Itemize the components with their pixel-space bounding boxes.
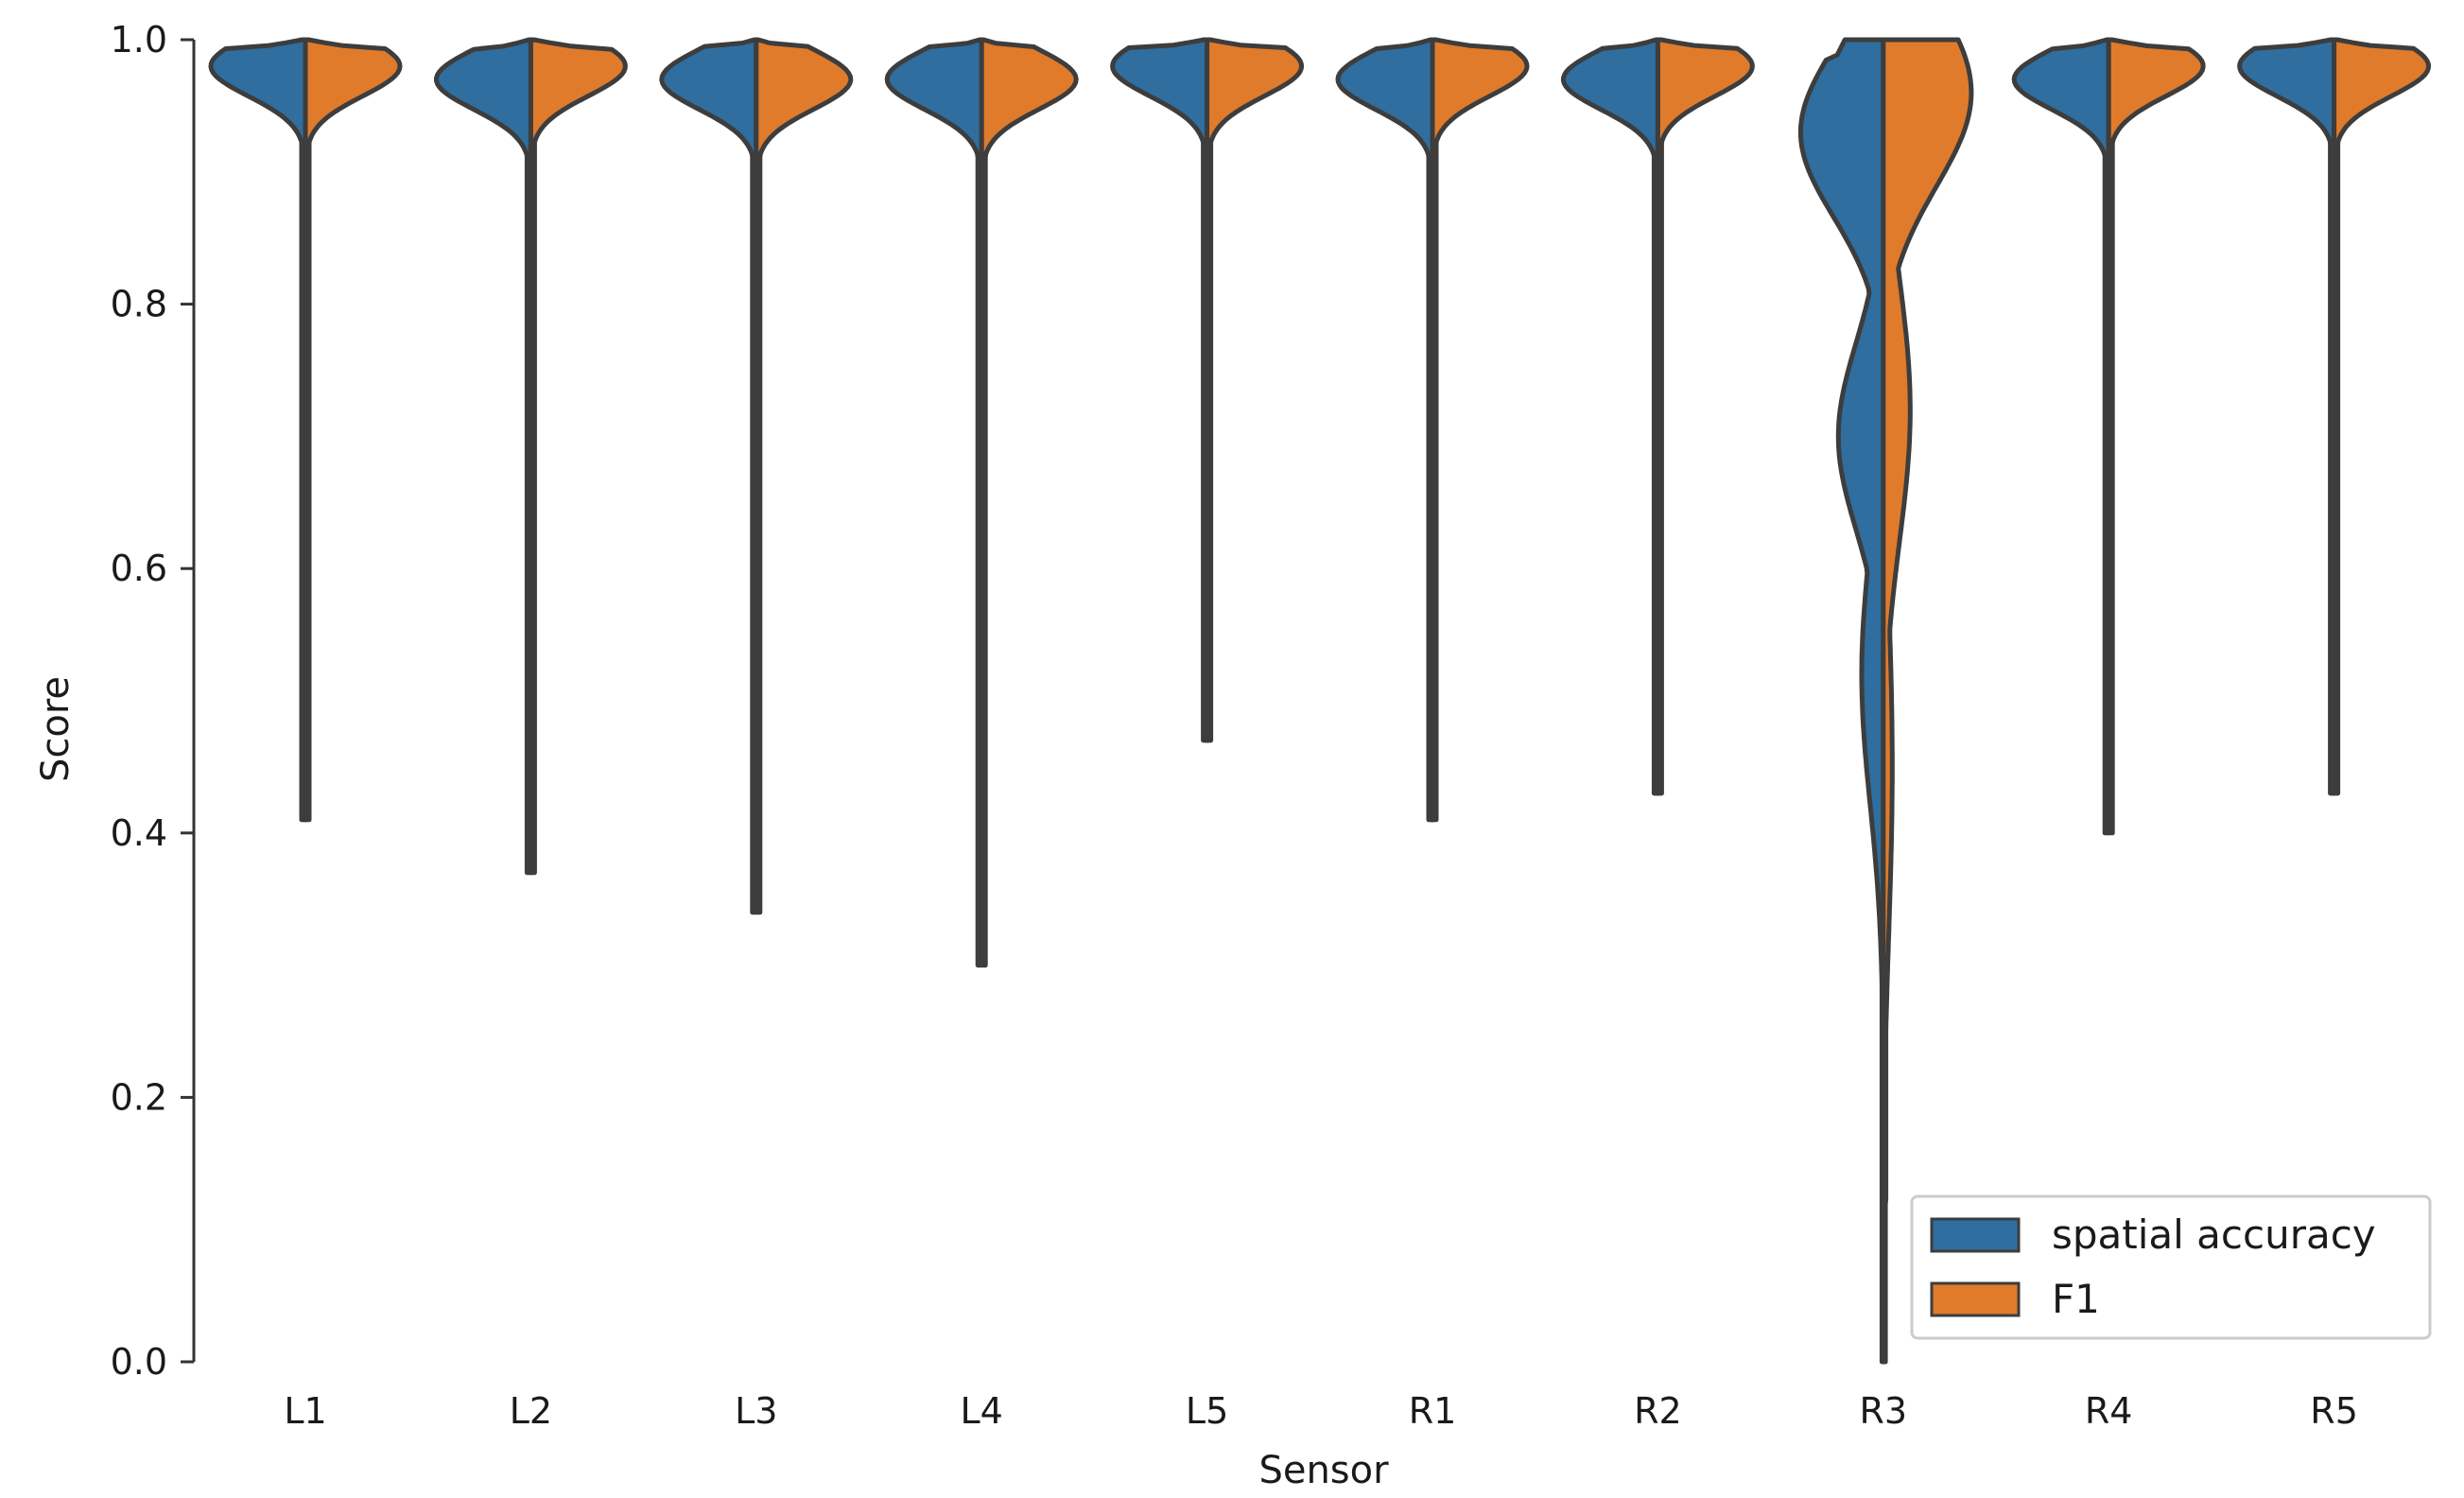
violin-f1-l3 bbox=[754, 37, 854, 915]
x-tick-label-r2: R2 bbox=[1634, 1390, 1682, 1432]
y-axis-ticks: 0.0 0.2 0.4 0.6 0.8 1.0 bbox=[111, 19, 194, 1383]
violin-group bbox=[208, 37, 2432, 1365]
violin-f1-r2 bbox=[1655, 37, 1755, 796]
violin-spatial-accuracy-l2 bbox=[434, 37, 533, 876]
violin-spatial-accuracy-l1 bbox=[208, 37, 308, 823]
violin-spatial-accuracy-l4 bbox=[884, 37, 984, 968]
legend-box bbox=[1910, 1194, 2432, 1340]
violin-spatial-accuracy-r3 bbox=[1797, 37, 1886, 1365]
violin-f1-l5 bbox=[1205, 37, 1305, 743]
x-tick-label-l2: L2 bbox=[510, 1390, 552, 1432]
x-tick-label-l3: L3 bbox=[735, 1390, 777, 1432]
violin-f1-r5 bbox=[2332, 37, 2432, 796]
x-tick-label-r3: R3 bbox=[1860, 1390, 1908, 1432]
violin-f1-l2 bbox=[528, 37, 628, 876]
y-tick-label: 0.6 bbox=[111, 548, 167, 589]
x-axis-label: Sensor bbox=[1258, 1449, 1389, 1492]
violin-spatial-accuracy-l5 bbox=[1110, 37, 1210, 743]
y-axis-label: Score bbox=[34, 676, 78, 782]
violin-spatial-accuracy-l3 bbox=[659, 37, 759, 915]
legend-label-spatial-accuracy: spatial accuracy bbox=[2052, 1211, 2376, 1258]
x-tick-label-l1: L1 bbox=[284, 1390, 326, 1432]
y-tick-label: 0.0 bbox=[111, 1341, 167, 1383]
y-tick-label: 0.4 bbox=[111, 812, 167, 854]
x-tick-label-r4: R4 bbox=[2085, 1390, 2133, 1432]
violin-spatial-accuracy-r1 bbox=[1335, 37, 1435, 823]
x-tick-label-l4: L4 bbox=[961, 1390, 1003, 1432]
y-tick-label: 1.0 bbox=[111, 19, 167, 61]
violin-f1-r3 bbox=[1881, 37, 1974, 1365]
x-axis-ticks: L1 L2 L3 L4 L5 R1 R2 R3 R4 R5 bbox=[284, 1390, 2358, 1432]
violin-spatial-accuracy-r4 bbox=[2011, 37, 2111, 836]
y-tick-label: 0.2 bbox=[111, 1076, 167, 1118]
legend: spatial accuracy F1 bbox=[1910, 1194, 2432, 1340]
legend-swatch-f1 bbox=[1930, 1281, 2021, 1317]
x-tick-label-r1: R1 bbox=[1409, 1390, 1457, 1432]
x-tick-label-l5: L5 bbox=[1186, 1390, 1228, 1432]
legend-label-f1: F1 bbox=[2052, 1276, 2100, 1322]
x-tick-label-r5: R5 bbox=[2310, 1390, 2358, 1432]
violin-f1-l4 bbox=[979, 37, 1079, 968]
legend-swatch-spatial-accuracy bbox=[1930, 1217, 2021, 1253]
violin-f1-r1 bbox=[1430, 37, 1530, 823]
violin-spatial-accuracy-r5 bbox=[2237, 37, 2337, 796]
y-tick-label: 0.8 bbox=[111, 284, 167, 325]
violin-f1-r4 bbox=[2106, 37, 2206, 836]
violin-spatial-accuracy-r2 bbox=[1560, 37, 1660, 796]
violin-f1-l1 bbox=[303, 37, 403, 823]
